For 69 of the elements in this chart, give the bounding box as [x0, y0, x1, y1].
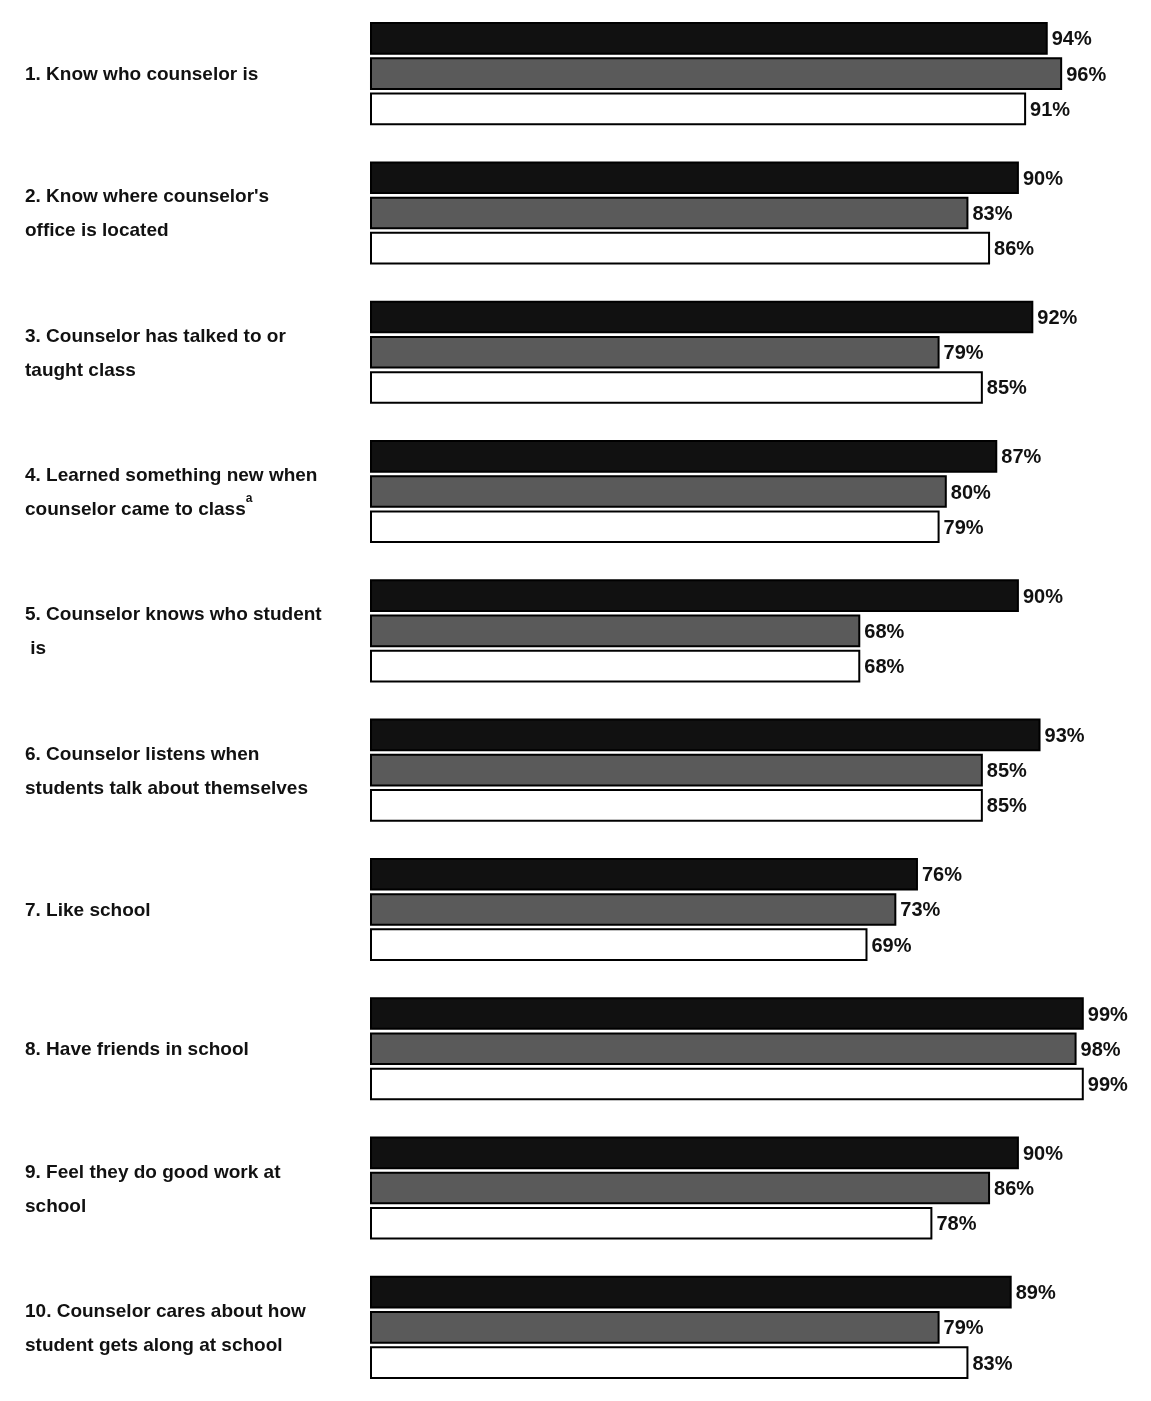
- bar: [370, 753, 983, 787]
- data-label: 85%: [986, 794, 1028, 817]
- data-label: 79%: [943, 1316, 984, 1339]
- y-tick-label: 9. Feel they do good work at school: [25, 1160, 286, 1216]
- bar: [370, 997, 1084, 1030]
- y-tick-label: 3. Counselor has talked to or taught class: [25, 324, 292, 380]
- bar: [370, 92, 1027, 126]
- bar: [370, 231, 991, 265]
- data-label: 85%: [986, 376, 1028, 399]
- data-label: 99%: [1087, 1072, 1129, 1095]
- bar: [370, 1311, 940, 1344]
- data-label: 87%: [1001, 445, 1042, 468]
- data-label: 89%: [1015, 1281, 1056, 1304]
- bar: [370, 440, 998, 473]
- y-tick-label: 1. Know who counselor is: [25, 63, 259, 85]
- data-label: 93%: [1044, 723, 1085, 746]
- bar: [370, 1346, 969, 1379]
- bar: [370, 335, 940, 369]
- data-label: 90%: [1022, 166, 1064, 189]
- data-label: 90%: [1022, 1141, 1064, 1164]
- y-tick-label: 5. Counselor knows who student is: [25, 603, 323, 659]
- bar: [370, 789, 983, 822]
- bar: [370, 928, 868, 961]
- bar: [370, 161, 1019, 195]
- data-label: 86%: [994, 1177, 1035, 1200]
- data-label: 73%: [900, 898, 941, 921]
- bar: [370, 371, 983, 404]
- data-label: 79%: [943, 341, 984, 364]
- data-label: 79%: [943, 515, 984, 538]
- bar: [370, 1032, 1077, 1066]
- bar: [370, 1206, 933, 1240]
- bar: [370, 857, 918, 891]
- data-label: 86%: [994, 237, 1035, 260]
- data-label: 76%: [921, 863, 963, 886]
- data-label: 68%: [864, 619, 905, 642]
- data-label: 99%: [1087, 1002, 1129, 1025]
- bar: [370, 300, 1034, 334]
- bar: [370, 893, 897, 926]
- data-label: 68%: [864, 655, 905, 678]
- bar: [370, 196, 969, 230]
- bar: [370, 649, 861, 683]
- y-tick-label: 7. Like school: [25, 898, 151, 920]
- y-tick-label: 2. Know where counselor's office is located: [25, 185, 275, 241]
- bar: [370, 718, 1041, 752]
- data-label: 98%: [1080, 1037, 1121, 1060]
- y-tick-label: 6. Counselor listens when students talk about themselves: [25, 742, 308, 798]
- y-tick-label: 10. Counselor cares about how student gets along at school: [25, 1299, 312, 1355]
- bar: [370, 1275, 1012, 1309]
- bar: [370, 510, 940, 544]
- data-label: 96%: [1066, 62, 1107, 85]
- data-label: 91%: [1030, 97, 1071, 120]
- data-label: 78%: [936, 1212, 977, 1235]
- bar: [370, 1171, 991, 1205]
- data-label: 90%: [1022, 584, 1064, 607]
- bar: [370, 1067, 1084, 1101]
- data-label: 69%: [871, 933, 912, 956]
- data-label: 80%: [950, 480, 992, 503]
- data-label: 83%: [972, 1351, 1013, 1374]
- bar: [370, 579, 1019, 612]
- data-label: 92%: [1037, 306, 1078, 329]
- data-label: 85%: [986, 759, 1028, 782]
- bar: [370, 22, 1048, 55]
- data-label: 94%: [1051, 27, 1092, 50]
- bar: [370, 57, 1063, 90]
- data-label: 83%: [972, 201, 1013, 224]
- bar: [370, 614, 861, 648]
- bar: [370, 1136, 1019, 1170]
- bar: [370, 475, 947, 508]
- y-tick-label: 8. Have friends in school: [25, 1038, 249, 1060]
